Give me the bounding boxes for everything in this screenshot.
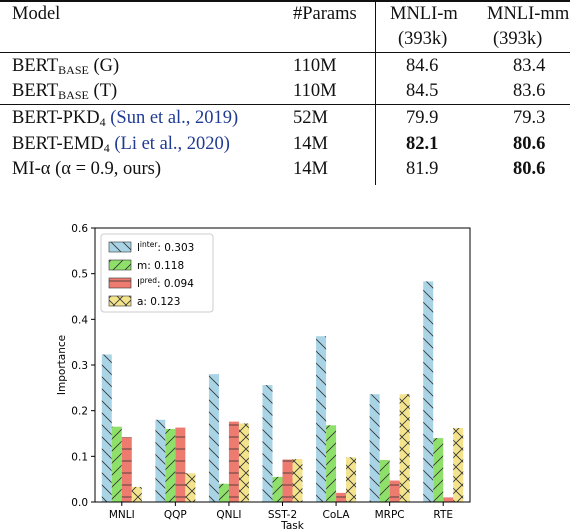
bar (282, 459, 293, 502)
bar (101, 354, 112, 502)
bar (165, 428, 176, 502)
table-row-model: BERTBASE (G) (12, 56, 120, 77)
x-tick-label: MNLI (109, 509, 135, 521)
table-row-mnli-m: 84.6 (406, 56, 439, 76)
header-model: Model (12, 4, 61, 24)
legend-label: a: 0.123 (137, 296, 180, 308)
legend-label: lpred: 0.094 (137, 276, 194, 290)
bar (326, 425, 337, 502)
table-row-mnli-m: 81.9 (406, 159, 439, 179)
x-tick-label: QQP (164, 509, 187, 521)
citation-link[interactable]: (Li et al., 2020) (114, 134, 230, 154)
table-row-params: 52M (293, 108, 328, 128)
y-tick-label: 0.1 (71, 451, 88, 463)
bar (433, 438, 444, 502)
header-mnli-m: MNLI-m (390, 4, 458, 24)
bar (185, 473, 196, 502)
bar (111, 426, 122, 502)
legend-swatch (108, 241, 132, 253)
header-params: #Params (293, 4, 357, 24)
table-vertical-rule (375, 0, 376, 185)
x-tick-label: SST-2 (268, 509, 297, 521)
y-tick-label: 0.2 (71, 406, 88, 418)
y-tick-label: 0.6 (71, 223, 88, 235)
results-table: Model #Params MNLI-m MNLI-mm (393k) (393… (0, 0, 570, 185)
legend-label: m: 0.118 (137, 260, 184, 272)
x-tick-label: RTE (433, 509, 453, 521)
y-tick-label: 0.4 (71, 314, 88, 326)
x-tick-label: MRPC (375, 509, 405, 521)
table-row-mnli-mm: 80.6 (513, 159, 546, 179)
bar (155, 419, 166, 502)
bar (423, 281, 434, 502)
y-tick-label: 0.5 (71, 269, 88, 281)
bar (389, 480, 400, 502)
header-mnli-m-size: (393k) (398, 29, 448, 49)
table-row-mnli-m: 82.1 (406, 134, 439, 154)
table-row-params: 110M (293, 81, 337, 101)
header-mnli-mm-size: (393k) (493, 29, 543, 49)
legend-swatch (108, 259, 132, 271)
header-rule (0, 52, 570, 53)
bar (228, 421, 239, 502)
table-row-params: 14M (293, 159, 328, 179)
bar (238, 423, 249, 502)
bar (272, 476, 283, 502)
legend: linter: 0.303 m: 0.118 lpred: 0.094 a: 0.12… (100, 233, 214, 313)
table-row-model: BERTBASE (T) (12, 81, 118, 102)
bar (316, 336, 327, 502)
legend-label: linter: 0.303 (137, 240, 194, 254)
header-mnli-mm: MNLI-mm (487, 4, 570, 24)
axes-layer: 0.0 0.1 0.2 0.3 0.4 0.5 0.6 MNLI QQP QNLI SST-2 CoL… (56, 223, 471, 532)
table-top-rule (0, 0, 570, 2)
bar (369, 394, 380, 502)
bar (292, 459, 303, 502)
table-row-model: MI-α (α = 0.9, ours) (12, 159, 162, 179)
bar (121, 437, 132, 502)
y-axis-label: Importance (56, 335, 68, 395)
x-axis-label: Task (280, 520, 305, 532)
x-tick-label: CoLA (323, 509, 351, 521)
table-row-mnli-mm: 83.6 (513, 81, 546, 101)
bar (443, 497, 454, 502)
table-row-mnli-mm: 79.3 (513, 108, 546, 128)
y-tick-label: 0.0 (71, 497, 88, 509)
bar (379, 459, 390, 502)
group-rule (0, 104, 570, 105)
bar (336, 492, 347, 502)
legend-swatch (108, 277, 132, 289)
table-row-model: BERT-EMD4 (Li et al., 2020) (12, 134, 230, 155)
importance-bar-chart: 0.0 0.1 0.2 0.3 0.4 0.5 0.6 MNLI QQP QNLI SST-2 CoL… (56, 223, 471, 532)
legend-box (100, 233, 214, 313)
bar (346, 457, 357, 502)
y-tick-label: 0.3 (71, 360, 88, 372)
bar (453, 428, 464, 502)
table-row-mnli-m: 84.5 (406, 81, 439, 101)
bars-layer (101, 281, 464, 502)
bar (208, 374, 219, 502)
table-row-mnli-m: 79.9 (406, 108, 439, 128)
bar (175, 427, 186, 502)
legend-swatch (108, 295, 132, 307)
table-row-params: 14M (293, 134, 328, 154)
table-row-mnli-mm: 80.6 (513, 134, 546, 154)
x-tick-label: QNLI (216, 509, 241, 521)
bar (218, 483, 229, 502)
bar (262, 385, 273, 502)
bar (131, 486, 142, 502)
table-row-model: BERT-PKD4 (Sun et al., 2019) (12, 108, 239, 129)
citation-link[interactable]: (Sun et al., 2019) (110, 108, 239, 128)
table-row-params: 110M (293, 56, 337, 76)
bar (399, 394, 410, 502)
table-row-mnli-mm: 83.4 (513, 56, 546, 76)
